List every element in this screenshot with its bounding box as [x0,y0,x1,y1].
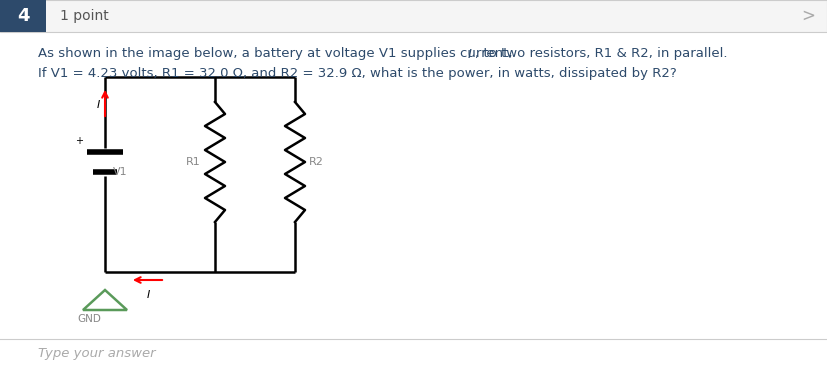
Text: >: > [801,7,815,25]
Text: R1: R1 [186,157,201,167]
Text: I: I [468,47,472,61]
Bar [0,0,827,32]
Text: , to two resistors, R1 & R2, in parallel.: , to two resistors, R1 & R2, in parallel… [475,47,728,61]
Text: R2: R2 [309,157,324,167]
Text: 1 point: 1 point [60,9,108,23]
Text: As shown in the image below, a battery at voltage V1 supplies current,: As shown in the image below, a battery a… [38,47,517,61]
Bar [0,0,46,32]
Text: I: I [146,290,150,300]
Text: V1: V1 [113,167,127,177]
Text: +: + [75,136,83,146]
Text: If V1 = 4.23 volts, R1 = 32.0 Ω, and R2 = 32.9 Ω, what is the power, in watts, d: If V1 = 4.23 volts, R1 = 32.0 Ω, and R2 … [38,66,676,80]
Text: 4: 4 [17,7,29,25]
Text: GND: GND [77,314,101,324]
Text: I: I [97,100,100,110]
Text: Type your answer: Type your answer [38,346,155,360]
